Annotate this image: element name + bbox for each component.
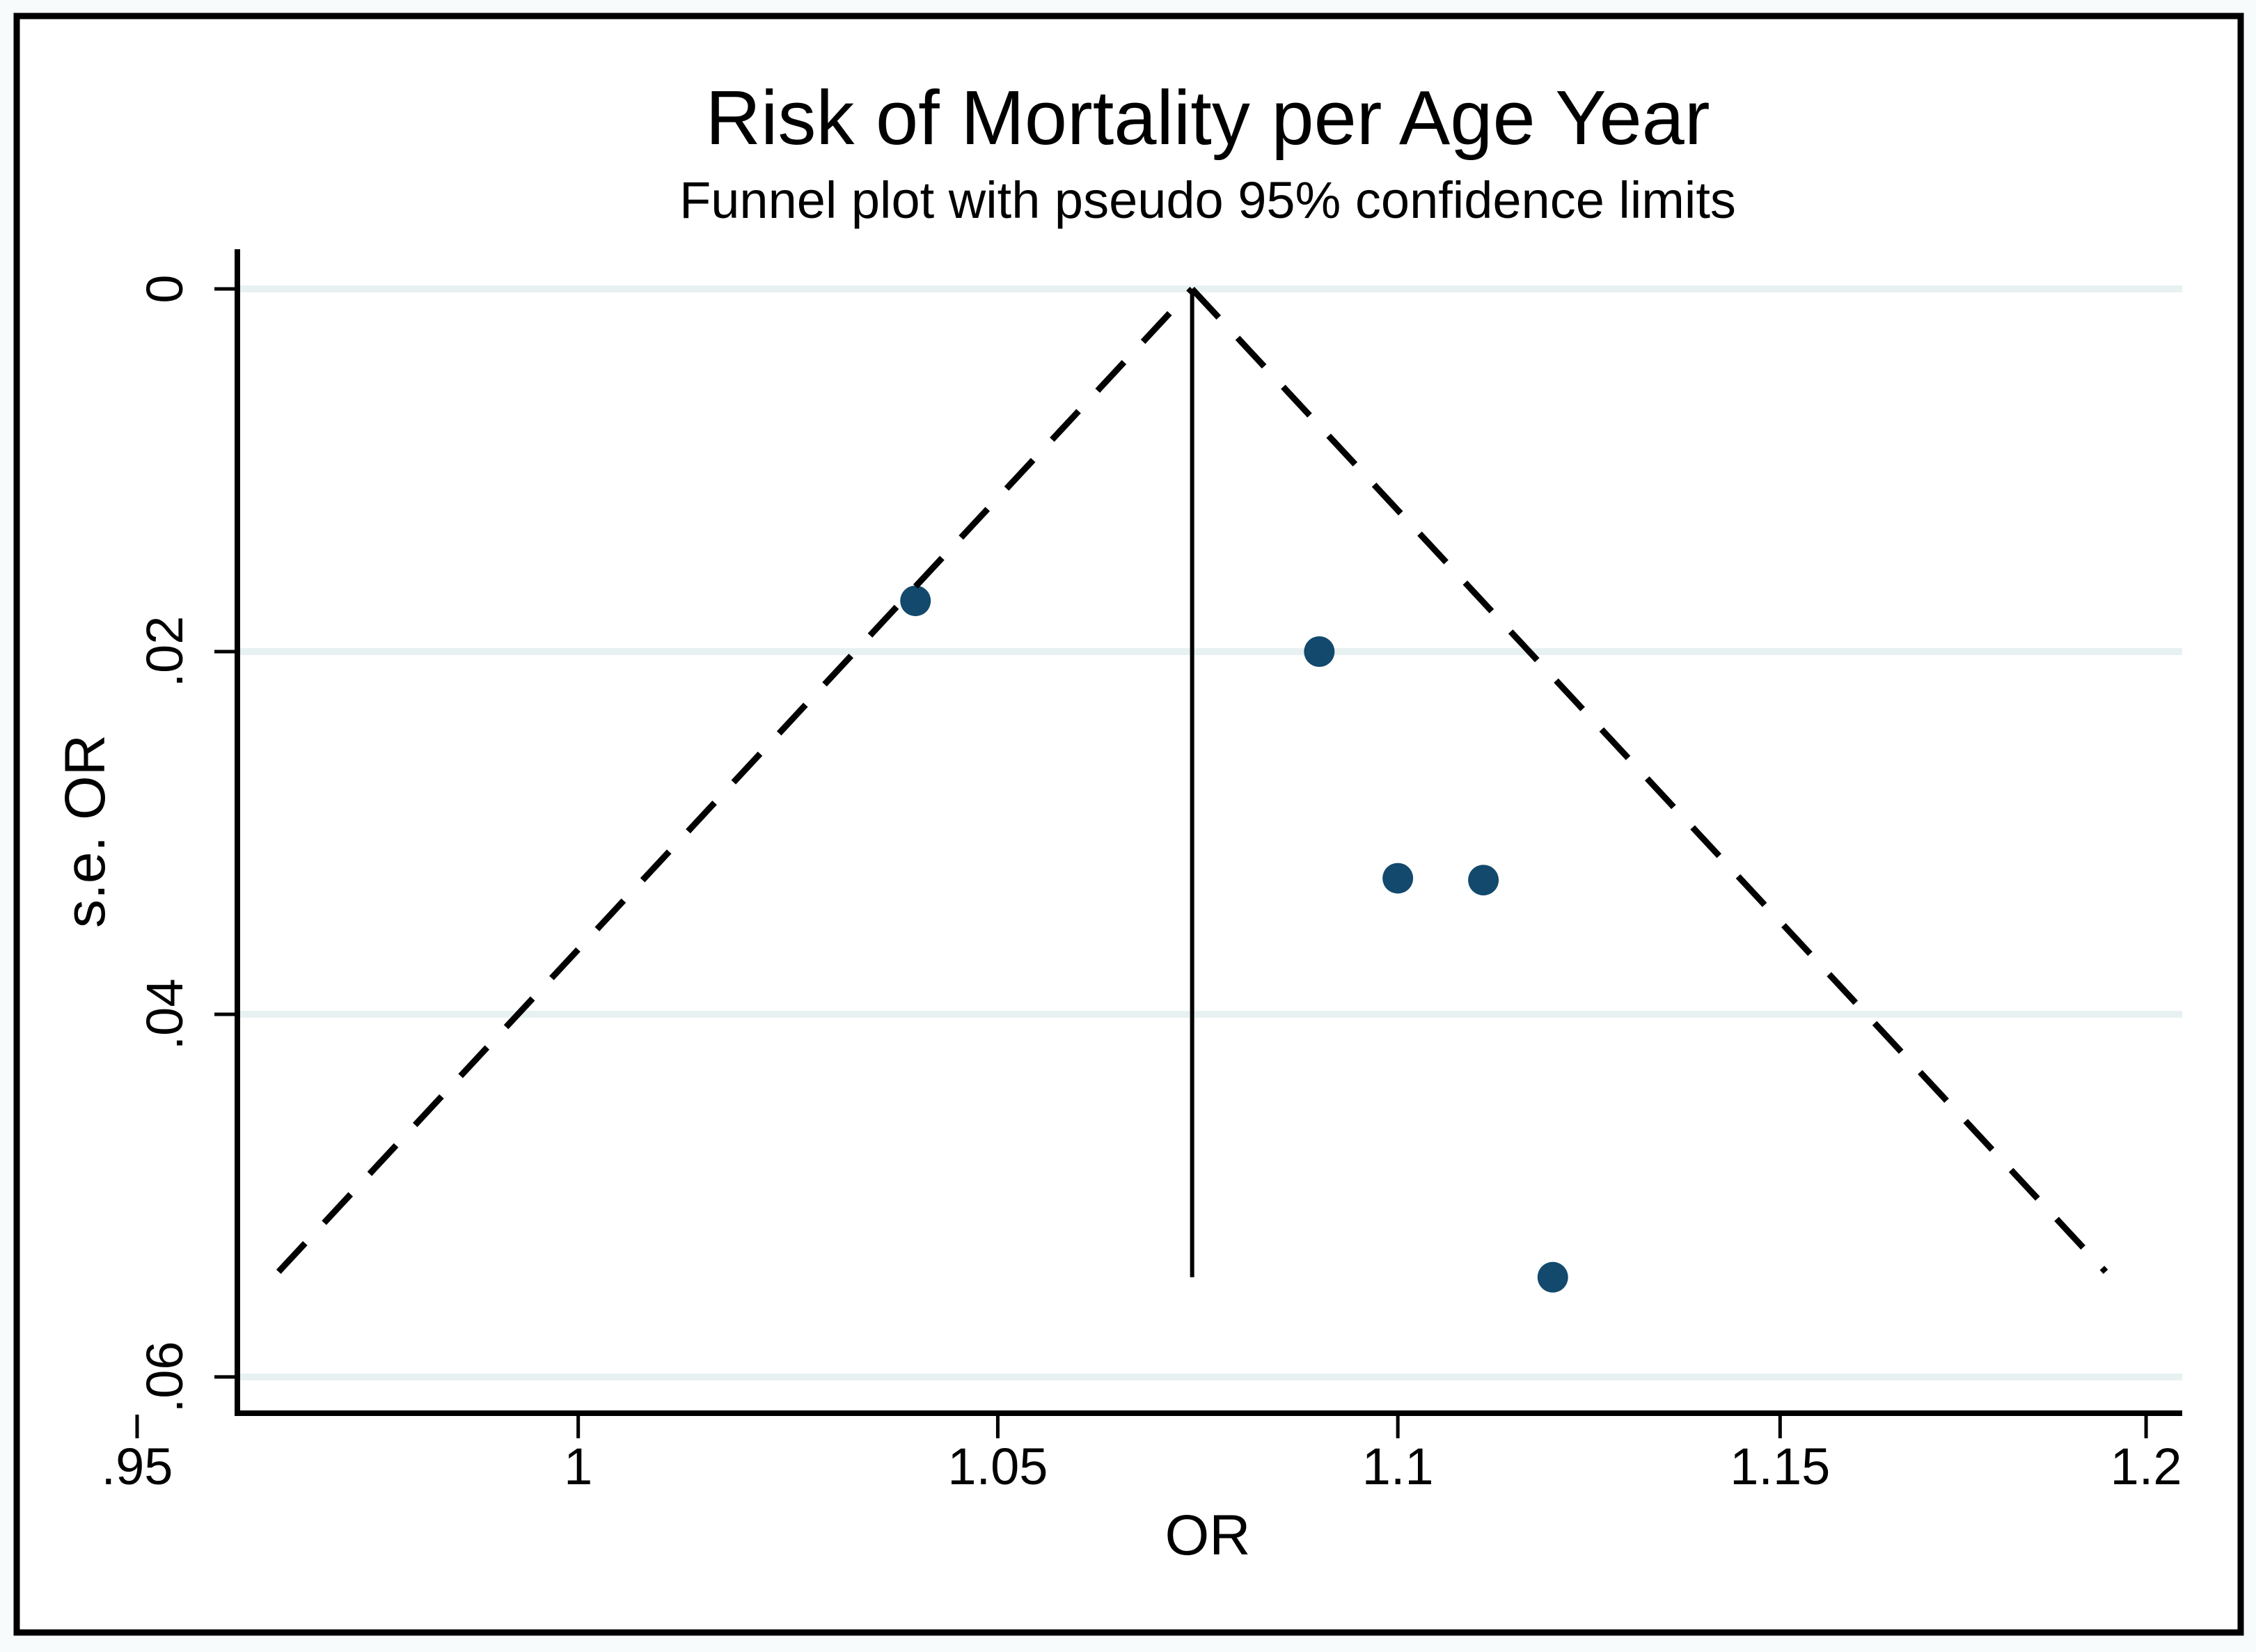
x-tick-label: 1.05 [947, 1438, 1048, 1495]
data-point [900, 585, 931, 617]
y-axis-title: s.e. OR [54, 734, 117, 928]
x-tick-label: 1.15 [1730, 1438, 1830, 1495]
data-point [1304, 636, 1335, 667]
tick-labels: 0 .02 .04 .06 .95 1 1.05 1.1 1.15 1.2 [102, 274, 2182, 1495]
x-tick-label: 1.2 [2111, 1438, 2182, 1495]
tick-marks [135, 287, 2148, 1438]
x-tick-label: 1 [564, 1438, 592, 1495]
x-tick-label: 1.1 [1362, 1438, 1434, 1495]
gridlines [240, 285, 2182, 1380]
x-tick-label: .95 [102, 1438, 173, 1495]
axes [235, 249, 2182, 1416]
x-axis-title: OR [1165, 1504, 1251, 1567]
data-points [900, 585, 1568, 1293]
y-tick-label: .02 [136, 616, 194, 688]
ci-limit-line-right [1190, 286, 2108, 1274]
y-tick-label: 0 [136, 274, 194, 303]
y-tick-label: .06 [136, 1341, 194, 1413]
funnel-lines [276, 286, 2108, 1277]
data-point [1382, 863, 1414, 894]
data-point [1537, 1261, 1568, 1293]
figure-border [13, 13, 2244, 1636]
ci-limit-line-left [276, 286, 1194, 1274]
y-tick-label: .04 [136, 979, 194, 1051]
plot-title: Risk of Mortality per Age Year [706, 75, 1710, 161]
data-point [1468, 865, 1499, 896]
plot-subtitle: Funnel plot with pseudo 95% confidence l… [679, 171, 1736, 229]
